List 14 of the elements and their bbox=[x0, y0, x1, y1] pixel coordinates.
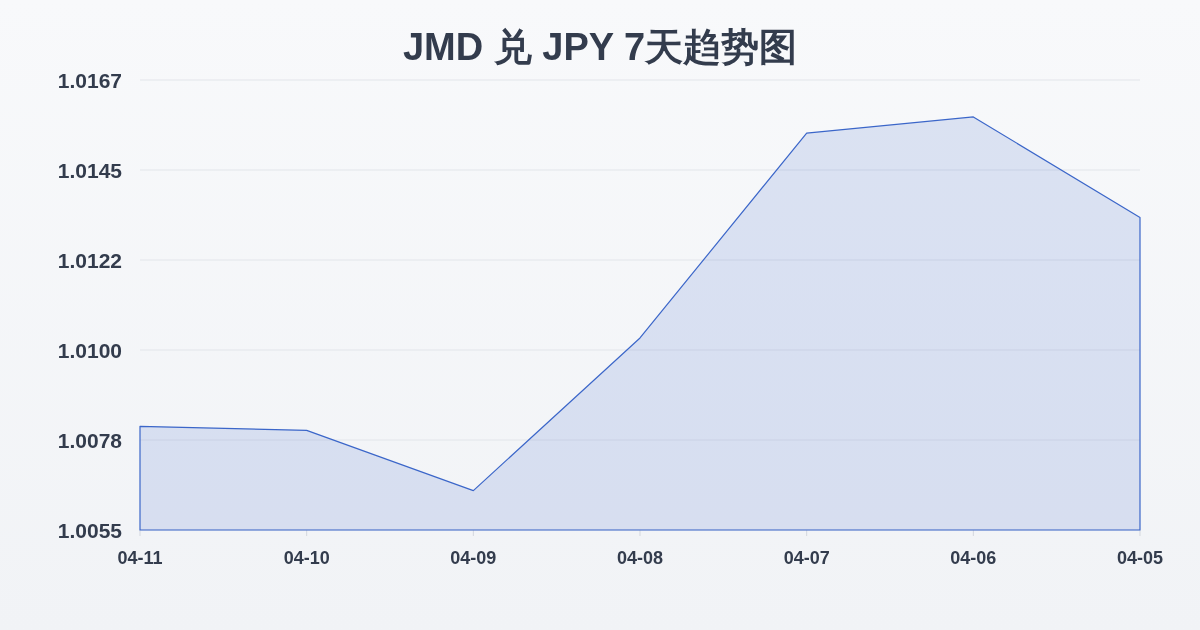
x-tick-label: 04-05 bbox=[1117, 548, 1163, 568]
y-tick-label: 1.0078 bbox=[57, 428, 122, 452]
title: JMD 兑 JPY 7天趋势图 bbox=[402, 26, 798, 68]
x-tick-label: 04-09 bbox=[450, 548, 497, 568]
y-tick-label: 1.0100 bbox=[57, 338, 122, 362]
y-tick-label: 1.0122 bbox=[57, 248, 122, 272]
y-tick-label: 1.0167 bbox=[57, 68, 122, 92]
x-tick-label: 04-07 bbox=[783, 548, 830, 568]
x-tick-label: 04-10 bbox=[283, 548, 330, 568]
x-tick-label: 04-08 bbox=[617, 548, 663, 568]
y-tick-label: 1.0145 bbox=[57, 158, 122, 182]
x-tick-label: 04-06 bbox=[950, 548, 997, 568]
y-tick-label: 1.0055 bbox=[57, 518, 122, 542]
x-tick-label: 04-11 bbox=[117, 548, 163, 568]
